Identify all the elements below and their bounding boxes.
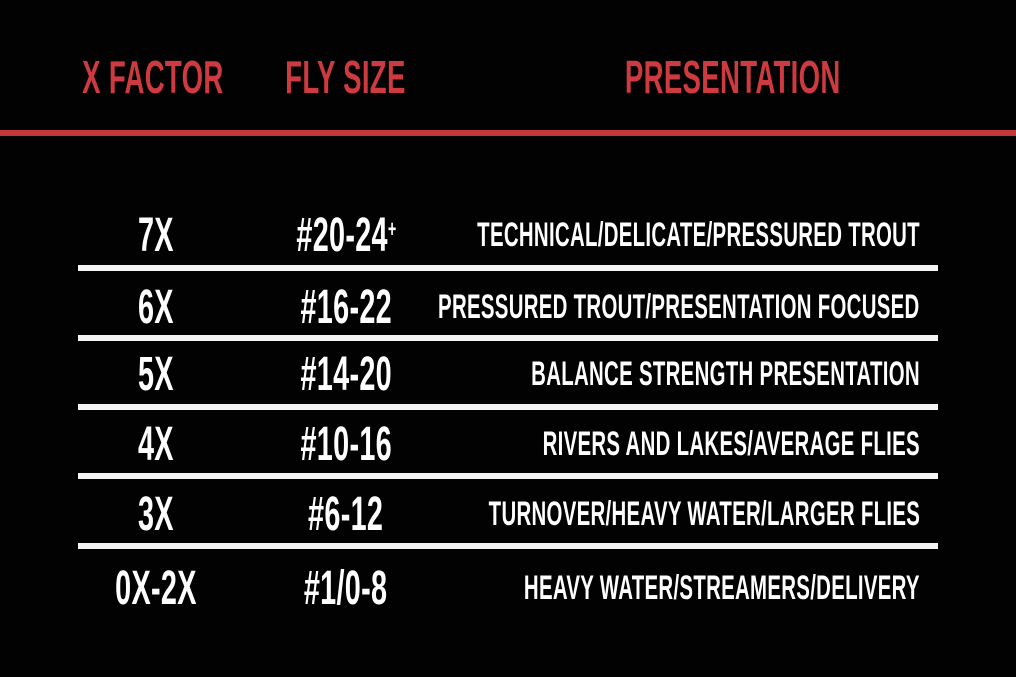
header-fly-size-label: FLY SIZE — [284, 51, 406, 103]
table-row: 3X #6-12 TURNOVER/HEAVY WATER/LARGER FLI… — [0, 479, 1016, 549]
presentation-value: TURNOVER/HEAVY WATER/LARGER FLIES — [488, 494, 920, 533]
fly-size-cell: #14-20 — [251, 339, 441, 409]
fly-size-value: #10-16 — [300, 417, 392, 471]
row-divider — [78, 404, 938, 410]
table-row: 5X #14-20 BALANCE STRENGTH PRESENTATION — [0, 339, 1016, 409]
fly-size-superscript: + — [387, 216, 397, 244]
x-factor-cell: 5X — [60, 339, 252, 409]
x-factor-value: 7X — [138, 208, 174, 262]
fly-size-text: #20-24 — [295, 208, 388, 262]
x-factor-value: 0X-2X — [115, 561, 197, 615]
fly-size-value: #6-12 — [308, 487, 384, 541]
header-x-factor: X FACTOR — [58, 42, 248, 112]
header-rule — [0, 130, 1016, 136]
row-divider — [78, 335, 938, 341]
presentation-cell: BALANCE STRENGTH PRESENTATION — [300, 339, 920, 409]
x-factor-value: 4X — [138, 417, 174, 471]
x-factor-cell: 4X — [60, 409, 252, 479]
fly-size-cell: #1/0-8 — [251, 553, 441, 623]
fly-size-value: #1/0-8 — [304, 561, 388, 615]
row-divider — [78, 265, 938, 271]
table-row: 0X-2X #1/0-8 HEAVY WATER/STREAMERS/DELIV… — [0, 553, 1016, 623]
header-x-factor-label: X FACTOR — [82, 51, 224, 103]
presentation-value: PRESSURED TROUT/PRESENTATION FOCUSED — [438, 287, 920, 326]
presentation-cell: RIVERS AND LAKES/AVERAGE FLIES — [300, 409, 920, 479]
table-row: 6X #16-22 PRESSURED TROUT/PRESENTATION F… — [0, 272, 1016, 342]
presentation-value: RIVERS AND LAKES/AVERAGE FLIES — [542, 424, 920, 463]
presentation-cell: HEAVY WATER/STREAMERS/DELIVERY — [300, 553, 920, 623]
header-fly-size: FLY SIZE — [250, 42, 440, 112]
fly-size-cell: #10-16 — [251, 409, 441, 479]
table-row: 4X #10-16 RIVERS AND LAKES/AVERAGE FLIES — [0, 409, 1016, 479]
fly-size-value: #14-20 — [300, 347, 392, 401]
presentation-cell: TECHNICAL/DELICATE/PRESSURED TROUT — [300, 200, 920, 270]
x-factor-cell: 6X — [60, 272, 252, 342]
x-factor-value: 5X — [138, 347, 174, 401]
fly-size-cell: #20-24+ — [251, 200, 441, 270]
fly-size-value: #20-24+ — [296, 208, 396, 263]
fly-size-value: #16-22 — [300, 280, 392, 334]
table-row: 7X #20-24+ TECHNICAL/DELICATE/PRESSURED … — [0, 200, 1016, 270]
row-divider — [78, 473, 938, 479]
x-factor-value: 3X — [138, 487, 174, 541]
header-presentation-label: PRESENTATION — [624, 51, 841, 103]
x-factor-cell: 7X — [60, 200, 252, 270]
row-divider — [78, 543, 938, 549]
fly-size-cell: #6-12 — [251, 479, 441, 549]
presentation-cell: TURNOVER/HEAVY WATER/LARGER FLIES — [300, 479, 920, 549]
x-factor-cell: 3X — [60, 479, 252, 549]
fly-size-cell: #16-22 — [251, 272, 441, 342]
x-factor-value: 6X — [138, 280, 174, 334]
presentation-value: TECHNICAL/DELICATE/PRESSURED TROUT — [477, 215, 920, 254]
presentation-value: BALANCE STRENGTH PRESENTATION — [531, 354, 920, 393]
x-factor-cell: 0X-2X — [60, 553, 252, 623]
presentation-cell: PRESSURED TROUT/PRESENTATION FOCUSED — [300, 272, 920, 342]
header-presentation: PRESENTATION — [545, 42, 920, 112]
presentation-value: HEAVY WATER/STREAMERS/DELIVERY — [524, 568, 920, 607]
